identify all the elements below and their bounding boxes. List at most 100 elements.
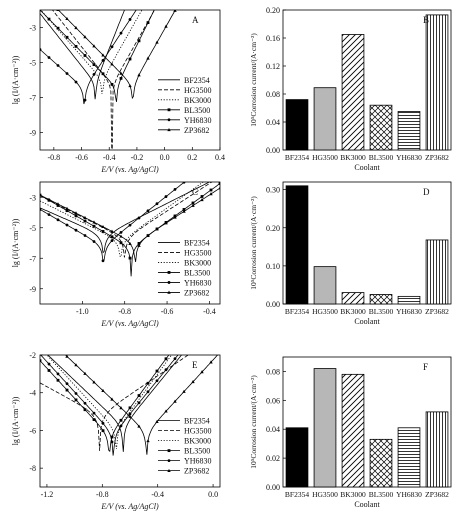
series-line-BK3000 [40,182,204,258]
series-marker [56,346,59,349]
series-marker [83,219,87,223]
series-marker [47,369,51,372]
series-marker [47,17,51,21]
series-marker [47,56,51,59]
series-marker [47,213,51,217]
series-marker [101,259,105,263]
series-marker [83,35,87,39]
series-marker [173,215,177,219]
series-marker [92,411,96,415]
legend-label: HG3500 [184,427,212,436]
y-tick-label: -8 [29,464,36,473]
series-marker [219,335,222,338]
series-marker [119,71,123,75]
series-marker [74,398,78,402]
series-marker [155,227,159,231]
bar-YH6830 [397,295,421,305]
series-marker [101,72,105,76]
series-marker [47,337,50,340]
series-marker [164,409,168,413]
y-tick-label: -3 [29,24,36,33]
plot-frame [39,354,221,488]
x-tick-label: 0.0 [160,153,170,162]
panel-F: 0.00 0.02 0.04 0.06 0.08 BF2354 HG3500 BK3000 BL… [249,356,452,509]
bar-BK3000 [341,373,365,488]
plot-frame [39,9,221,151]
legend-label: BF2354 [184,76,210,85]
series-marker [92,224,96,228]
series-marker [200,370,204,374]
y-tick-label: -9 [29,285,36,294]
panel-C: -1.0 -0.8 -0.6 -0.4 -9 -7 -5 -3 E/V (vs. Ag/AgCl… [11,165,222,328]
panel-letter: B [423,15,429,25]
series-marker [173,357,177,361]
series-marker [146,233,150,237]
panel-letter: E [192,360,198,370]
series-marker [110,229,114,233]
y-tick-label: 0.02 [266,454,280,463]
x-tick-label: -0.8 [48,153,61,162]
y-tick-label: -7 [29,254,36,263]
series-marker [201,335,204,338]
series-marker [167,468,171,472]
series-marker [137,424,141,428]
series-marker [218,182,220,185]
series-marker [92,240,96,243]
series-marker [191,379,195,384]
series-marker [137,216,141,220]
series-marker [92,418,96,421]
series-marker [167,459,171,463]
series-marker [219,165,222,168]
series-marker [209,188,213,192]
panel-B: 0.00 0.04 0.08 0.12 0.16 0.20 BF2354 HG3500 BK30… [249,6,452,172]
y-axis-label: 10⁵Corrosion current/(A·cm⁻²) [249,33,258,127]
x-tick-label: ZP3682 [425,153,449,162]
series-marker [191,201,195,205]
bar-YH6830 [397,427,421,488]
bar-YH6830 [397,111,421,151]
series-marker [137,243,141,247]
series-marker [138,4,141,7]
series-marker [201,335,204,338]
series-marker [167,271,171,274]
series-marker [56,26,60,30]
series-marker [164,24,168,28]
series-marker [210,165,213,168]
y-tick-label: 0.04 [266,118,280,127]
y-axis-label: lg (I/(A·cm⁻²)) [11,218,20,267]
series-marker [83,401,87,405]
bar-BL3500 [369,438,393,488]
y-tick-label: 0.30 [266,186,280,195]
bar-HG3500 [313,266,337,305]
series-marker [101,53,105,57]
x-tick-label: ZP3682 [425,307,449,316]
legend-label: HG3500 [184,248,212,257]
x-tick-label: -0.8 [118,307,131,316]
series-marker [164,221,168,225]
series-marker [47,197,51,201]
x-tick-label: -1.2 [41,490,54,499]
y-tick-label: 0.06 [266,396,280,405]
series-marker [74,26,78,30]
series-marker [192,335,195,338]
bar-BL3500 [369,104,393,151]
x-tick-label: -0.2 [131,153,144,162]
series-marker [74,80,78,84]
y-tick-label: -2 [29,351,36,360]
series-marker [74,228,78,232]
y-axis-label: lg (I/(A·cm⁻²)) [11,396,20,445]
y-tick-label: -3 [29,193,36,202]
series-marker [209,192,213,196]
curves [40,0,177,150]
legend-label: BL3500 [184,447,210,456]
series-marker [47,0,50,2]
series-marker [40,208,42,211]
series-marker [173,188,177,191]
series-marker [110,235,114,239]
x-tick-label: BF2354 [285,307,309,316]
panel-A: -0.8 -0.6 -0.4 -0.2 0.0 0.2 0.4 -9 -7 -5 -3 E/V (vs… [11,0,225,174]
series-marker [110,397,114,401]
series-marker [209,360,213,364]
series-marker [83,408,87,412]
